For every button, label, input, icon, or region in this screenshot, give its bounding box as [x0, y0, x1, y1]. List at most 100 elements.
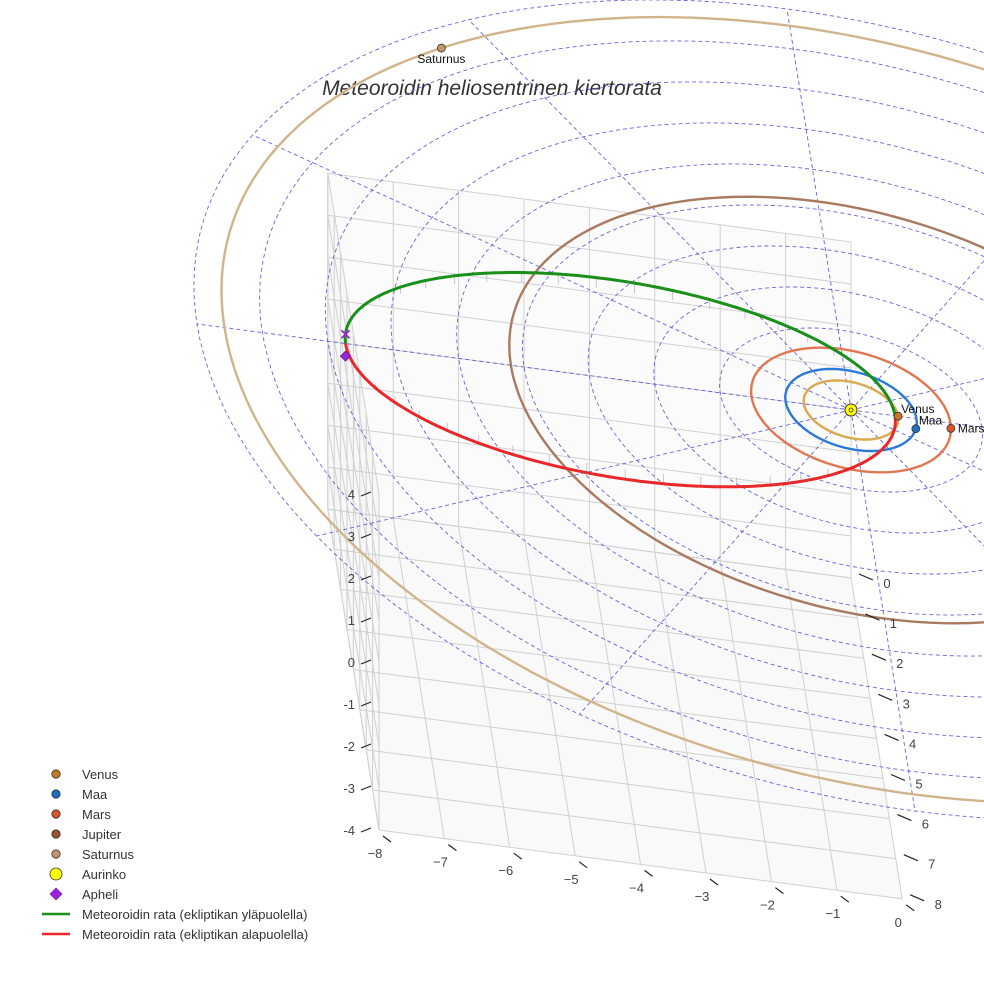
- ecliptic-ring: [587, 245, 984, 575]
- aphelion-marker: [339, 350, 352, 362]
- grid-line: [327, 215, 380, 537]
- y-tick-label: 8: [935, 897, 942, 912]
- y-tick-mark: [890, 773, 906, 782]
- z-tick-label: 1: [348, 613, 355, 628]
- grid-line: [327, 508, 852, 579]
- legend-label: Maa: [82, 786, 108, 802]
- grid-line: [340, 588, 864, 659]
- legend-item[interactable]: Venus: [38, 764, 308, 784]
- legend-item[interactable]: Meteoroidin rata (ekliptikan alapuolella…: [38, 924, 308, 944]
- grid-line: [327, 214, 852, 285]
- ecliptic-ring: [719, 327, 983, 493]
- planet-label-venus: Venus: [901, 402, 934, 416]
- x-tick-mark: [382, 835, 392, 843]
- grid-line: [378, 829, 903, 900]
- legend-symbol: [38, 924, 74, 944]
- z-tick-mark: [360, 659, 372, 665]
- legend: Venus Maa Mars Jupiter Saturnus Aurinko Apheli…: [38, 764, 308, 944]
- sun-core: [848, 407, 854, 413]
- planet-label-mars: Mars: [958, 421, 984, 435]
- y-tick-label: 7: [928, 857, 935, 872]
- legend-item[interactable]: Meteoroidin rata (ekliptikan yläpuolella…: [38, 904, 308, 924]
- grid-line: [327, 341, 380, 663]
- y-tick-mark: [877, 693, 893, 701]
- chart-title: Meteoroidin heliosentrinen kiertorata: [322, 77, 662, 100]
- grid-line: [353, 669, 877, 739]
- x-tick-mark: [905, 904, 915, 912]
- grid-line: [359, 709, 884, 779]
- x-tick-label: −6: [498, 863, 513, 878]
- ecliptic-spoke: [468, 19, 852, 411]
- orbit-venus: [802, 379, 900, 441]
- z-tick-label: 4: [348, 487, 355, 502]
- grid-line: [327, 299, 380, 621]
- legend-item[interactable]: Aurinko: [38, 864, 308, 884]
- z-tick-label: -1: [343, 697, 355, 712]
- grid-line: [327, 424, 852, 495]
- legend-item[interactable]: Apheli: [38, 884, 308, 904]
- z-tick-mark: [360, 827, 372, 833]
- y-tick-mark: [865, 613, 880, 621]
- grid-line: [327, 466, 852, 537]
- y-tick-label: 5: [915, 777, 922, 792]
- legend-label: Mars: [82, 806, 111, 822]
- grid-line: [327, 298, 852, 369]
- legend-symbol: [38, 824, 74, 844]
- legend-label: Apheli: [82, 886, 119, 902]
- ecliptic-spoke: [850, 409, 984, 547]
- legend-item[interactable]: Maa: [38, 784, 308, 804]
- y-tick-mark: [858, 573, 874, 581]
- x-tick-label: −8: [368, 846, 383, 861]
- legend-label: Venus: [82, 766, 119, 782]
- sun-marker: [844, 403, 858, 417]
- ecliptic-spoke: [850, 409, 916, 812]
- x-tick-mark: [709, 878, 719, 886]
- grid-line: [327, 173, 380, 495]
- z-tick-mark: [360, 785, 372, 791]
- legend-item[interactable]: Saturnus: [38, 844, 308, 864]
- x-tick-label: −7: [433, 855, 448, 870]
- ecliptic-spoke: [196, 323, 852, 411]
- grid-line: [327, 257, 380, 579]
- x-tick-label: 0: [895, 915, 902, 930]
- z-tick-label: -2: [343, 739, 355, 754]
- grid-line: [327, 509, 380, 831]
- axis-ticks: -4 -3 -2 -1 0 1 2 3 4 −8 −7 −6 −5 −4 −3 −2 −1 0 0 1 2 3 4 5 6 7 8: [343, 487, 941, 930]
- y-tick-label: 4: [909, 736, 916, 751]
- meteor-orbit-below: [344, 343, 897, 489]
- planet-maa: [911, 424, 921, 434]
- legend-item[interactable]: Jupiter: [38, 824, 308, 844]
- planet-label-saturnus: Saturnus: [417, 52, 465, 66]
- x-tick-label: −3: [695, 889, 710, 904]
- x-tick-mark: [644, 869, 653, 877]
- legend-item[interactable]: Mars: [38, 804, 308, 824]
- planet-label-maa: Maa: [919, 414, 943, 428]
- grid-line: [327, 256, 852, 327]
- y-tick-label: 0: [883, 576, 890, 591]
- grid-line: [327, 425, 380, 747]
- ecliptic-spoke: [579, 409, 852, 715]
- legend-label: Saturnus: [82, 846, 135, 862]
- grid-line: [372, 789, 896, 860]
- y-tick-mark: [897, 814, 912, 822]
- x-tick-label: −2: [760, 898, 775, 913]
- orbit-maa: [784, 367, 918, 453]
- legend-symbol: [38, 784, 74, 804]
- legend-label: Aurinko: [82, 866, 127, 882]
- orbit-jupiter: [508, 195, 984, 625]
- grid-line: [346, 629, 871, 699]
- z-tick-label: -3: [343, 781, 355, 796]
- z-tick-label: 3: [348, 529, 355, 544]
- y-tick-mark: [884, 733, 899, 741]
- grid-line: [366, 749, 890, 820]
- x-tick-label: −1: [825, 906, 840, 921]
- y-tick-label: 2: [896, 656, 903, 671]
- z-tick-label: -4: [343, 823, 355, 838]
- planet-saturnus: [437, 43, 446, 53]
- legend-symbol: [38, 864, 74, 884]
- z-tick-mark: [360, 743, 372, 749]
- x-tick-mark: [448, 844, 457, 852]
- z-tick-label: 2: [348, 571, 355, 586]
- legend-symbol: [38, 764, 74, 784]
